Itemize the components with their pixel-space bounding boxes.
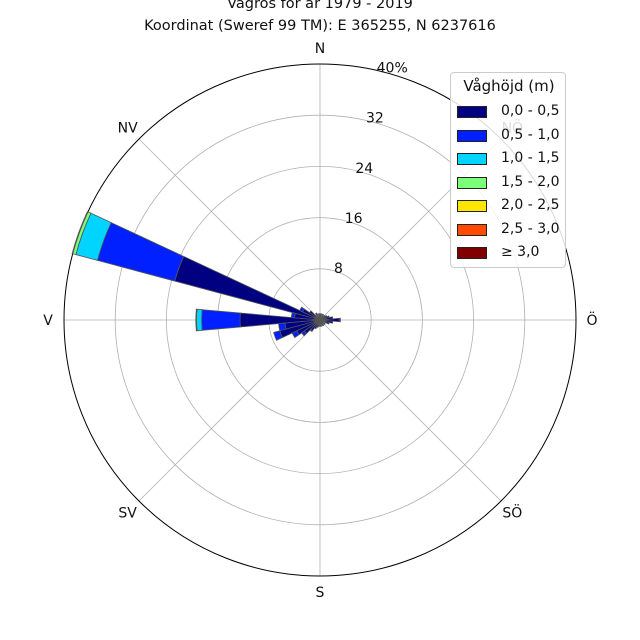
rose-bars — [71, 211, 341, 341]
legend-entry: 1,0 - 1,5 — [457, 150, 565, 170]
legend-label: 2,0 - 2,5 — [501, 197, 560, 213]
legend-swatch — [457, 153, 487, 165]
rose-bar-segment — [201, 309, 241, 331]
rose-bar-segment — [299, 306, 305, 313]
legend-swatch — [457, 129, 487, 142]
legend-swatch — [457, 247, 487, 259]
direction-label: N — [315, 41, 325, 57]
direction-label: S — [316, 585, 325, 601]
legend: Våghöjd (m) 0,0 - 0,5 0,5 - 1,0 1,0 - 1,5 1… — [450, 72, 566, 268]
legend-label: 0,5 - 1,0 — [501, 126, 560, 143]
legend-swatch — [457, 200, 487, 212]
grid-spoke — [319, 319, 502, 502]
radial-tick-label: 8 — [334, 261, 343, 277]
grid-spoke — [138, 138, 321, 321]
legend-entry: ≥ 3,0 — [457, 244, 565, 264]
rose-bar-segment — [96, 222, 185, 282]
rose-bar-segment — [291, 330, 300, 339]
legend-label: 1,5 - 2,0 — [501, 173, 560, 190]
legend-entry: 0,0 - 0,5 — [457, 103, 565, 123]
chart-title: Vågros för år 1979 - 2019 — [227, 0, 413, 12]
legend-title: Våghöjd (m) — [463, 77, 555, 95]
legend-label: 0,0 - 0,5 — [501, 103, 560, 119]
rose-bar-segment — [319, 313, 325, 321]
rose-bar-segment — [319, 313, 323, 321]
legend-label: ≥ 3,0 — [501, 244, 540, 260]
direction-label: SÖ — [502, 503, 522, 521]
radial-tick-label: 40% — [377, 61, 408, 77]
rose-bar-segment — [301, 330, 307, 337]
legend-entry: 0,5 - 1,0 — [457, 127, 565, 147]
rose-bar-segment — [195, 308, 198, 332]
rose-bar-segment — [196, 308, 203, 332]
outer-circle — [63, 63, 577, 577]
legend-swatch — [457, 106, 487, 118]
legend-entry: 2,0 - 2,5 — [457, 197, 565, 217]
grid-spoke — [138, 319, 321, 502]
chart-subtitle: Koordinat (Sweref 99 TM): E 365255, N 62… — [144, 18, 496, 34]
direction-label: V — [43, 313, 53, 329]
legend-entry: 1,5 - 2,0 — [457, 174, 565, 194]
legend-swatch — [457, 223, 487, 236]
rose-bar-segment — [338, 317, 341, 323]
rose-bar-segment — [309, 328, 314, 333]
rose-bar-segment — [317, 319, 321, 327]
direction-label: SV — [118, 505, 137, 521]
radial-tick-label: 16 — [345, 211, 363, 227]
rose-bar-segment — [71, 211, 89, 255]
direction-label: NV — [118, 121, 138, 137]
legend-entry: 2,5 - 3,0 — [457, 221, 565, 241]
direction-label: Ö — [586, 311, 597, 329]
legend-swatch — [457, 176, 487, 189]
rose-bar-segment — [273, 330, 283, 341]
legend-label: 1,0 - 1,5 — [501, 150, 560, 166]
rose-bar-segment — [315, 312, 321, 321]
rose-bar-segment — [319, 319, 326, 326]
legend-label: 2,5 - 3,0 — [501, 220, 560, 237]
rose-bar-segment — [290, 312, 296, 319]
polar-grid — [63, 63, 577, 577]
radial-tick-label: 24 — [355, 161, 373, 177]
rose-bar-segment — [319, 314, 326, 321]
radial-tick-label: 32 — [366, 111, 384, 127]
